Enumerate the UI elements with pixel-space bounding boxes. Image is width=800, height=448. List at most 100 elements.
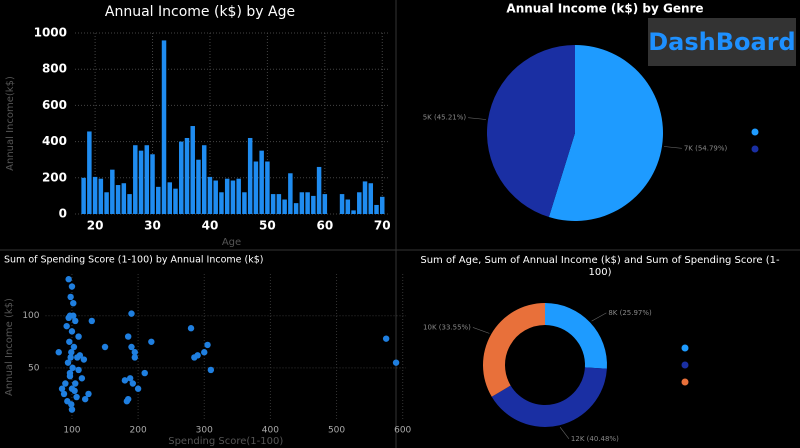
bar [121, 183, 127, 214]
point [69, 364, 76, 372]
legend-dot [681, 378, 689, 386]
point [124, 333, 132, 340]
point [78, 375, 86, 382]
bar [305, 192, 310, 214]
bar [179, 141, 184, 214]
bar [253, 161, 259, 214]
point [66, 373, 74, 380]
leader-line [468, 117, 487, 120]
chart-title: Sum of Age, Sum of Annual Income (k$) an… [420, 255, 780, 278]
point [128, 343, 135, 351]
bar [357, 192, 362, 214]
bar [242, 192, 247, 214]
point [68, 349, 75, 356]
bar [219, 192, 224, 214]
slice [482, 303, 545, 397]
legend-dot [681, 361, 689, 369]
slice-label: 5K (45.21%) [423, 114, 467, 122]
bar [201, 145, 207, 214]
point [392, 359, 400, 366]
badge: DashBoard [648, 18, 796, 66]
point [76, 352, 84, 359]
leader-line [591, 312, 607, 322]
point [129, 380, 137, 387]
chart-title: Sum of Spending Score (1-100) by Annual … [4, 255, 263, 266]
x-axis-label: Spending Score(1-100) [168, 436, 283, 447]
point [70, 300, 77, 307]
point [63, 322, 70, 330]
bar [87, 131, 92, 214]
bar [351, 210, 356, 214]
chart-title: Annual Income (k$) by Genre [506, 2, 703, 16]
point [64, 398, 71, 405]
bar [247, 137, 253, 214]
bar [230, 180, 236, 214]
point [126, 375, 134, 382]
point [66, 338, 73, 345]
point [128, 310, 135, 317]
bar [224, 178, 230, 214]
point [71, 387, 78, 394]
x-tick-label: 50 [259, 219, 276, 233]
point [81, 395, 89, 403]
slice-label: 10K (33.55%) [423, 323, 471, 331]
x-tick-label: 40 [202, 219, 219, 233]
slice-label: 8K (25.97%) [608, 309, 652, 317]
bar [110, 169, 115, 214]
bar [311, 195, 316, 214]
bar [161, 40, 167, 214]
leader-line [472, 327, 490, 334]
bar [92, 176, 98, 214]
slice [486, 45, 575, 218]
point [101, 343, 109, 351]
x-tick-label: 70 [374, 219, 391, 233]
bar [167, 182, 173, 214]
point [68, 328, 76, 335]
bar [362, 181, 368, 214]
leader-line [663, 146, 682, 149]
y-tick-label: 50 [28, 363, 40, 373]
point [70, 312, 77, 319]
y-axis-label: Annual Income (k$) [4, 298, 15, 396]
y-axis-label: Annual Income(k$) [5, 76, 16, 171]
bar [115, 185, 121, 214]
bar [104, 192, 109, 214]
y-tick-label: 600 [42, 98, 67, 112]
x-tick-label: 30 [144, 219, 161, 233]
slice-label: 7K (54.79%) [684, 144, 728, 152]
point [204, 341, 211, 349]
x-tick-label: 300 [196, 426, 213, 436]
point [75, 366, 82, 374]
slice-label: 12K (40.48%) [571, 435, 619, 443]
bar [282, 199, 287, 214]
point [382, 335, 390, 342]
point [72, 380, 79, 387]
y-tick-label: 1000 [34, 26, 67, 40]
bar [207, 176, 213, 214]
bar [265, 161, 270, 214]
bar [98, 178, 104, 214]
point [60, 390, 68, 398]
x-tick-label: 20 [87, 219, 104, 233]
point [207, 366, 215, 374]
bar [173, 188, 178, 214]
bar [374, 204, 379, 214]
slice [548, 45, 663, 221]
point [68, 283, 76, 290]
bar [316, 166, 322, 214]
point [85, 390, 92, 398]
bar [133, 145, 138, 214]
bar [190, 126, 195, 214]
point [80, 356, 88, 363]
y-tick-label: 200 [42, 170, 67, 184]
point [62, 380, 69, 387]
x-tick-label: 500 [328, 426, 345, 436]
bar [81, 177, 86, 214]
y-tick-label: 0 [59, 207, 67, 221]
point [67, 354, 74, 361]
slice [491, 367, 607, 427]
point [72, 317, 79, 325]
bar [236, 178, 241, 214]
